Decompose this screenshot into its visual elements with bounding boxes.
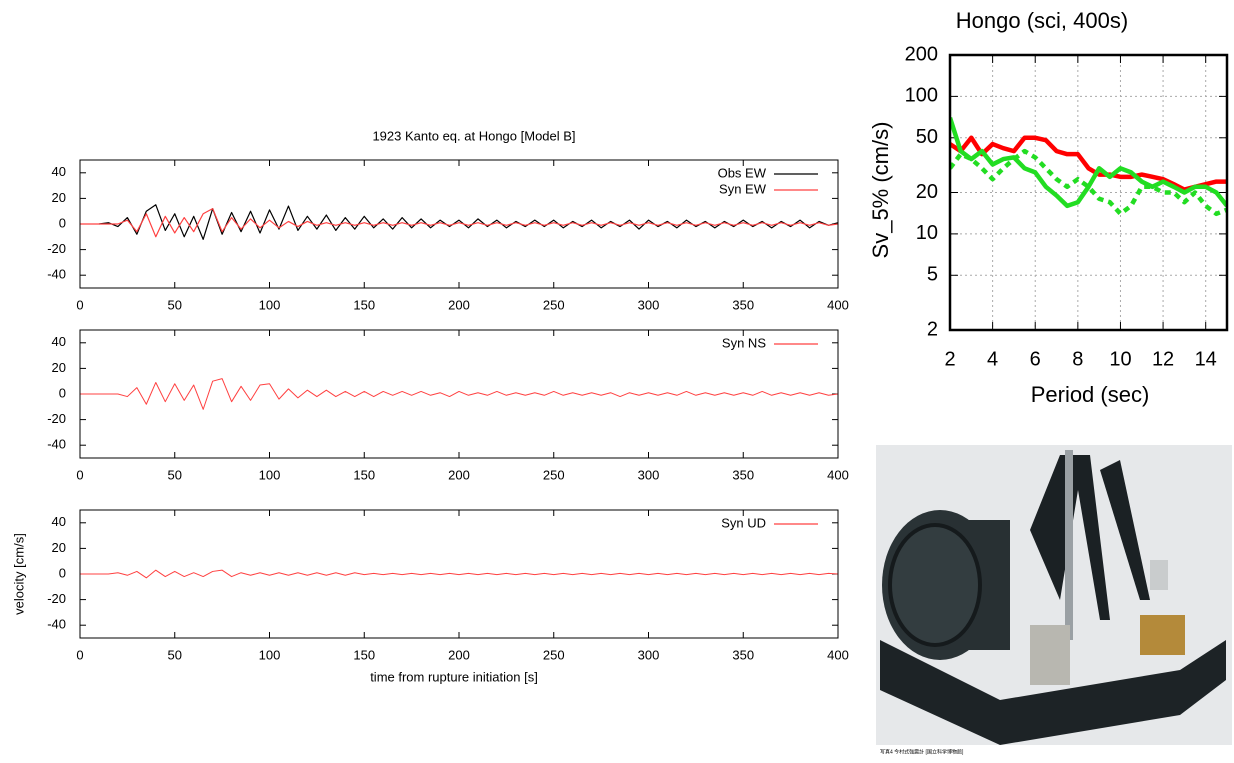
y-tick-label: -40 [47,267,66,282]
x-tick-label: 2 [944,348,955,370]
y-tick-label: -20 [47,591,66,606]
photo: 写真4 今村式強震計 [国立科学博物館] [876,445,1232,755]
x-tick-label: 50 [168,467,182,482]
y-tick-label: 20 [52,360,66,375]
x-tick-label: 300 [638,647,660,662]
chart-title: 1923 Kanto eq. at Hongo [Model B] [372,128,575,143]
photo-caption: 写真4 今村式強震計 [国立科学博物館] [880,748,964,755]
y-tick-label: 20 [916,181,938,203]
plot-frame [948,53,1229,332]
x-tick-label: 350 [732,647,754,662]
chart-title: Hongo (sci, 400s) [956,8,1128,33]
x-tick-label: 400 [827,297,849,312]
series-line [80,208,838,238]
y-tick-label: -20 [47,411,66,426]
x-tick-label: 200 [448,297,470,312]
x-tick-label: 150 [353,297,375,312]
series-line [98,204,838,240]
photo-frame [1100,460,1150,600]
y-tick-label: 20 [52,540,66,555]
plot-frame [79,159,839,289]
x-tick-label: 300 [638,297,660,312]
x-tick-label: 100 [259,647,281,662]
x-tick-label: 0 [76,647,83,662]
x-tick-label: 10 [1109,348,1131,370]
x-tick-label: 12 [1152,348,1174,370]
photo-box [1030,625,1070,685]
x-tick-label: 200 [448,467,470,482]
y-tick-label: 0 [59,215,66,230]
x-axis-label: Period (sec) [1031,382,1150,407]
legend-label: Syn UD [721,515,766,530]
y-axis-label: velocity [cm/s] [11,533,26,615]
x-tick-label: 100 [259,297,281,312]
photo-drum-face [888,523,982,647]
x-tick-label: 50 [168,297,182,312]
plot-area [80,204,838,240]
x-tick-label: 350 [732,297,754,312]
y-tick-label: 5 [927,264,938,286]
y-tick-label: 2 [927,318,938,340]
x-tick-label: 6 [1030,348,1041,370]
x-tick-label: 250 [543,297,565,312]
x-tick-label: 8 [1072,348,1083,370]
legend-label: Obs EW [718,165,767,180]
plot-frame [79,329,839,459]
y-tick-label: 40 [52,334,66,349]
y-tick-label: -40 [47,437,66,452]
y-tick-label: 20 [52,190,66,205]
y-tick-label: 200 [905,43,938,65]
y-tick-label: 50 [916,126,938,148]
plot-area [80,569,838,579]
plot-area [950,117,1227,217]
photo-pendulum [1065,450,1073,640]
x-tick-label: 300 [638,467,660,482]
x-tick-label: 100 [259,467,281,482]
series-line [950,117,1227,209]
series-line [80,378,838,410]
y-tick-label: 0 [59,385,66,400]
x-tick-label: 0 [76,467,83,482]
plot-frame [79,509,839,639]
series-line [950,135,1227,192]
x-tick-label: 14 [1195,348,1217,370]
y-tick-label: -40 [47,617,66,632]
photo-weight [1140,615,1185,655]
y-tick-label: 100 [905,85,938,107]
y-tick-label: 40 [52,514,66,529]
legend-label: Syn NS [722,335,766,350]
x-tick-label: 0 [76,297,83,312]
x-tick-label: 350 [732,467,754,482]
y-tick-label: 0 [59,565,66,580]
x-tick-label: 200 [448,647,470,662]
y-tick-label: -20 [47,241,66,256]
x-axis-label: time from rupture initiation [s] [370,669,538,684]
y-tick-label: 10 [916,222,938,244]
y-axis-label: Sv_5% (cm/s) [868,122,893,259]
plot-area [80,378,838,410]
x-tick-label: 4 [987,348,998,370]
x-tick-label: 250 [543,647,565,662]
photo-cylinder [1150,560,1168,590]
series-line [80,569,838,579]
x-tick-label: 150 [353,467,375,482]
x-tick-label: 400 [827,647,849,662]
y-tick-label: 40 [52,164,66,179]
x-tick-label: 250 [543,467,565,482]
x-tick-label: 400 [827,467,849,482]
x-tick-label: 50 [168,647,182,662]
legend-label: Syn EW [719,181,767,196]
x-tick-label: 150 [353,647,375,662]
photo-base [880,640,1226,745]
